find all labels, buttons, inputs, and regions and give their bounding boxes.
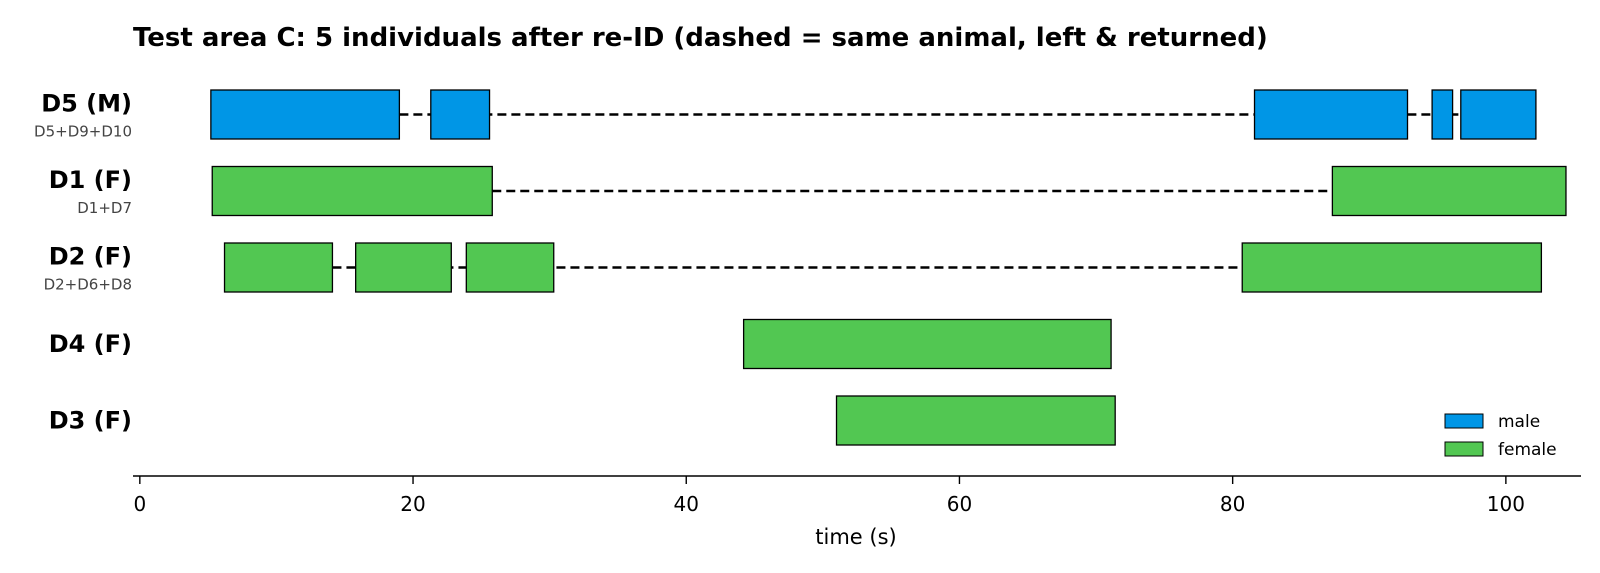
presence-bar (742, 318, 1112, 370)
x-tick-label: 0 (133, 492, 146, 516)
presence-bar (835, 395, 1116, 446)
legend-swatch (1444, 441, 1484, 457)
legend-swatch (1444, 413, 1484, 429)
presence-bar (1331, 165, 1567, 217)
timeline-row: D2 (F) D2+D6+D8 (44, 242, 1543, 294)
chart-title: Test area C: 5 individuals after re-ID (… (133, 23, 1268, 53)
timeline-row: D5 (M) D5+D9+D10 (34, 89, 1537, 141)
row-label: D4 (F) (49, 330, 132, 358)
legend-label: male (1498, 412, 1540, 432)
timeline-row: D3 (F) (49, 395, 1116, 446)
x-axis: 0 20 40 60 80 100 (133, 475, 1581, 516)
presence-bar (211, 165, 493, 217)
x-tick-label: 40 (674, 492, 699, 516)
legend: male female (1444, 412, 1557, 460)
x-tick-label: 100 (1487, 492, 1525, 516)
x-tick-label: 20 (400, 492, 425, 516)
presence-bar (355, 242, 452, 293)
row-sublabel: D1+D7 (77, 199, 132, 217)
row-label: D1 (F) (49, 166, 132, 194)
row-label: D2 (F) (49, 243, 132, 271)
timeline-row: D1 (F) D1+D7 (49, 165, 1567, 217)
presence-bar (430, 89, 491, 140)
timeline-row: D4 (F) (49, 318, 1112, 370)
x-axis-label: time (s) (815, 525, 896, 549)
row-sublabel: D5+D9+D10 (34, 123, 132, 141)
x-tick-label: 60 (947, 492, 972, 516)
timeline-rows: D5 (M) D5+D9+D10 D1 (F) D1+D7 D2 (F) D2+D6+D8… (34, 89, 1567, 446)
presence-bar (1460, 89, 1537, 140)
presence-bar (223, 242, 334, 293)
presence-bar (1253, 89, 1409, 140)
x-tick-label: 80 (1220, 492, 1245, 516)
row-label: D5 (M) (41, 90, 132, 118)
row-sublabel: D2+D6+D8 (44, 276, 132, 294)
presence-bar (1431, 89, 1454, 140)
presence-bar (210, 89, 401, 140)
row-label: D3 (F) (49, 407, 132, 435)
presence-bar (465, 242, 555, 293)
presence-bar (1241, 242, 1543, 293)
legend-label: female (1498, 440, 1557, 460)
